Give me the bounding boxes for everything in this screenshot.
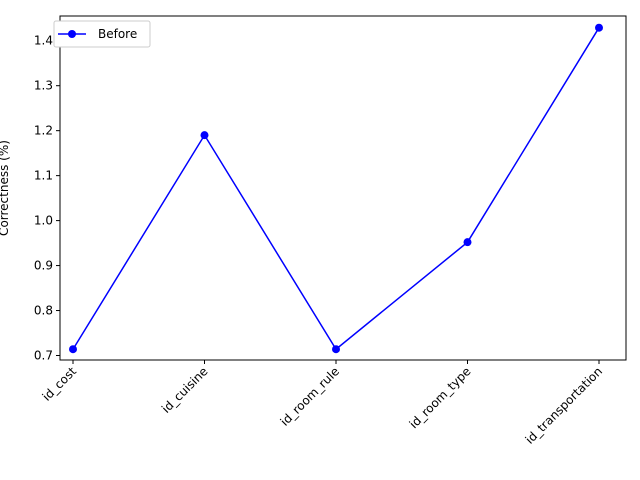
y-tick-label: 1.1 [34,169,53,183]
legend-box [53,20,151,48]
x-tick-label: id_transportation [523,364,606,447]
x-tick-label: id_cuisine [159,364,211,416]
series-layer [69,23,603,354]
data-point [332,345,340,354]
plot-frame [59,15,627,361]
y-tick-label: 0.8 [34,304,53,318]
y-tick-label: 1.4 [34,34,53,48]
y-tick-label: 1.0 [34,214,53,228]
x-tick-label: id_cost [40,364,80,404]
x-tick-label: id_room_type [407,364,474,431]
legend-label-before: Before [98,27,137,41]
legend-marker-sample [68,30,76,38]
data-point [463,238,472,247]
plot-area [60,16,626,360]
data-point [69,345,77,354]
y-tick-label: 1.3 [34,79,53,93]
x-tick-label: id_room_rule [278,364,343,429]
y-tick-label: 0.9 [34,259,53,273]
legend: Before [53,20,151,48]
y-tick-label: 0.7 [34,349,53,363]
y-axis: 0.7 0.8 0.9 1.0 1.1 1.2 1.3 1.4 [34,34,60,363]
data-point [595,23,603,32]
y-axis-label: Correctness (%) [0,140,11,236]
data-point [200,131,209,140]
x-axis: id_cost id_cuisine id_room_rule id_room_typ… [40,360,605,447]
y-tick-label: 1.2 [34,124,53,138]
